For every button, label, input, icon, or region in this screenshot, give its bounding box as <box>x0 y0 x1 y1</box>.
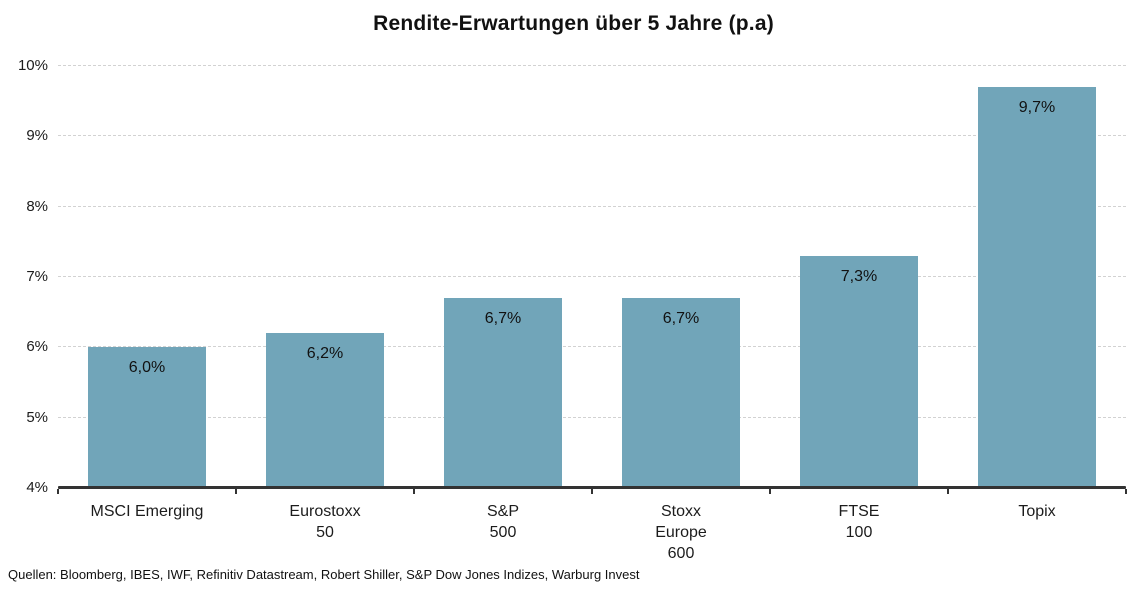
gridline <box>58 135 1126 137</box>
bar: 9,7% <box>978 87 1096 488</box>
x-axis-label: MSCI Emerging <box>90 503 204 520</box>
gridline <box>58 416 1126 418</box>
x-axis-tick <box>591 489 593 494</box>
y-axis-label: 8% <box>26 197 48 215</box>
x-axis-label: S&P 500 <box>486 503 519 541</box>
bar-value-label: 6,2% <box>306 345 344 363</box>
y-axis-label: 7% <box>26 268 48 285</box>
bar-value-label: 9,7% <box>1018 99 1056 117</box>
x-axis-tick <box>413 489 415 494</box>
gridline <box>58 276 1126 277</box>
x-axis-label: Stoxx Europe 600 <box>655 503 707 562</box>
bar-value-label: 6,7% <box>662 310 700 328</box>
bar: 6,7% <box>444 298 562 488</box>
chart-title: Rendite-Erwartungen über 5 Jahre (p.a) <box>373 12 774 35</box>
bar: 7,3% <box>800 255 918 488</box>
bar-value-label: 6,0% <box>128 359 166 377</box>
x-axis-label: Eurostoxx 50 <box>289 503 361 541</box>
x-axis-tick <box>947 489 949 494</box>
x-axis-tick <box>769 489 771 494</box>
gridline <box>58 346 1126 348</box>
bar-value-label: 6,7% <box>484 310 522 328</box>
sources-footnote: Quellen: Bloomberg, IBES, IWF, Refinitiv… <box>8 567 640 582</box>
x-axis-label: FTSE 100 <box>838 503 880 541</box>
x-axis-label: Topix <box>1018 503 1056 520</box>
bar-value-label: 7,3% <box>840 267 878 285</box>
gridline <box>58 205 1126 207</box>
y-axis-label: 9% <box>26 127 48 145</box>
x-axis-line <box>58 486 1126 489</box>
x-axis-tick <box>1125 489 1127 494</box>
gridline <box>58 65 1126 66</box>
y-axis-label: 6% <box>26 338 48 356</box>
y-axis-label: 10% <box>17 57 48 74</box>
bar: 6,0% <box>88 347 206 488</box>
x-axis-tick <box>57 489 59 494</box>
bar: 6,2% <box>266 333 384 488</box>
bar: 6,7% <box>622 298 740 488</box>
y-axis-label: 5% <box>26 408 48 426</box>
x-axis-tick <box>235 489 237 494</box>
y-axis-label: 4% <box>26 479 48 496</box>
